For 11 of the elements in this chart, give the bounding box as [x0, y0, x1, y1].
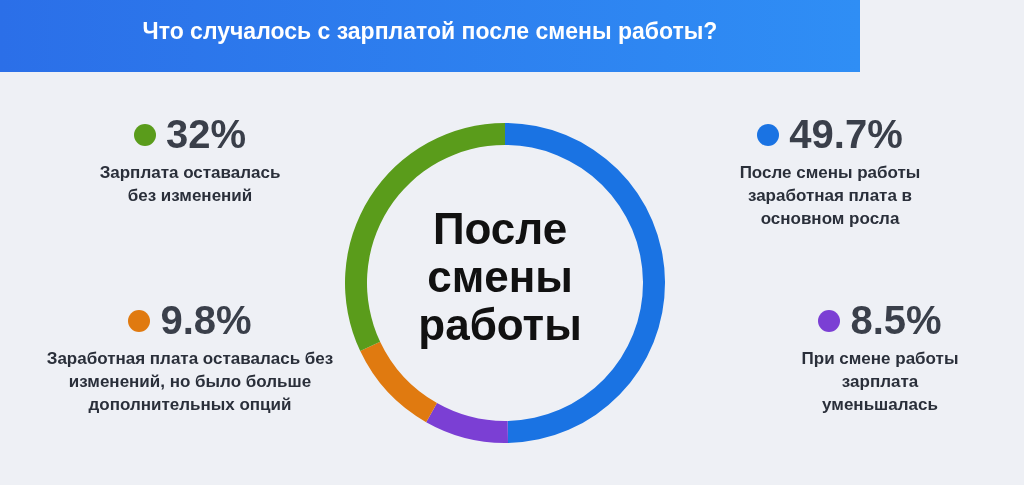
text: После смены работы: [417, 204, 583, 349]
legend-label: Зарплата оставалась без изменений: [98, 162, 282, 207]
chart-title: Что случалось с зарплатой после смены работы?: [141, 18, 719, 45]
legend-label: Заработная плата оставалась без изменений, но было больше дополнительных опций: [45, 348, 335, 416]
donut-slice: [426, 403, 509, 443]
legend-label: После смены работы заработная плата в основном росла: [738, 162, 922, 230]
legend-label: При смене работы зарплата уменьшалась: [800, 348, 960, 416]
data-label: 32%: [165, 112, 247, 157]
data-label: 49.7%: [789, 112, 903, 157]
data-label: 8.5%: [850, 298, 942, 343]
data-label: 9.8%: [160, 298, 252, 343]
